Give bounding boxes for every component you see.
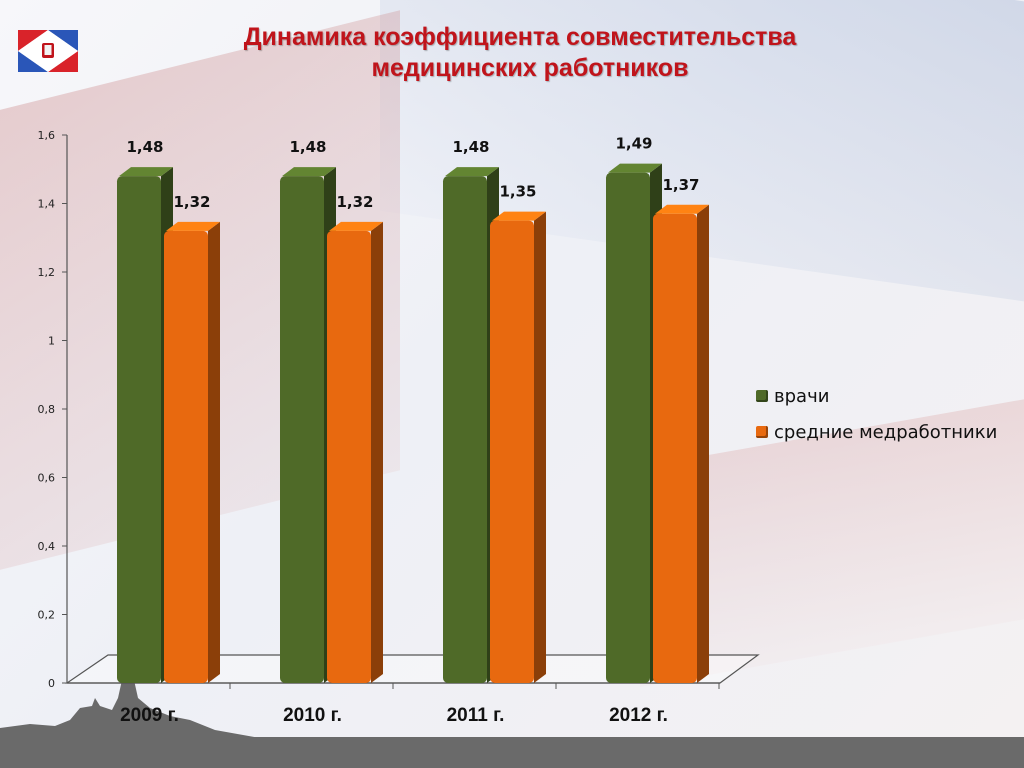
data-label: 1,32 bbox=[336, 193, 373, 211]
y-tick-label: 1,6 bbox=[38, 129, 56, 142]
y-tick-label: 0,8 bbox=[38, 403, 56, 416]
bar-nurses-top bbox=[329, 221, 383, 231]
bar-nurses-top bbox=[655, 204, 709, 214]
title-line-1: Динамика коэффициента совместительства bbox=[243, 23, 797, 51]
bar-nurses-side bbox=[697, 204, 709, 683]
slide-title: Динамика коэффициента совместительства м… bbox=[160, 22, 880, 84]
bar-doctors bbox=[280, 176, 324, 683]
data-label: 1,35 bbox=[499, 183, 536, 201]
legend-label-nurses: средние медработники bbox=[774, 421, 998, 443]
bar-nurses-top bbox=[492, 211, 546, 221]
bar-doctors-top bbox=[608, 163, 662, 173]
data-label: 1,37 bbox=[662, 176, 699, 194]
bar-doctors bbox=[443, 176, 487, 683]
legend-swatch-doctors bbox=[756, 390, 768, 402]
bar-nurses bbox=[164, 230, 208, 683]
bar-nurses bbox=[653, 213, 697, 683]
bar-nurses-side bbox=[534, 211, 546, 683]
data-label: 1,49 bbox=[615, 135, 652, 153]
y-tick-label: 0,4 bbox=[38, 540, 56, 553]
legend-label-doctors: врачи bbox=[774, 385, 830, 407]
bar-nurses bbox=[490, 220, 534, 683]
x-category-label: 2009 г. bbox=[120, 705, 179, 726]
y-tick-label: 1,2 bbox=[38, 266, 56, 279]
bar-nurses bbox=[327, 230, 371, 683]
flag-emblem-icon bbox=[18, 30, 78, 72]
title-line-2: медицинских работников bbox=[371, 54, 689, 82]
bar-doctors-top bbox=[445, 167, 499, 177]
y-tick-label: 0,2 bbox=[38, 609, 56, 622]
y-tick-label: 1 bbox=[48, 335, 55, 348]
bar-nurses-top bbox=[166, 221, 220, 231]
bar-doctors bbox=[606, 172, 650, 684]
bar-doctors bbox=[117, 176, 161, 683]
x-category-label: 2012 г. bbox=[609, 705, 668, 726]
legend-swatch-nurses bbox=[756, 426, 768, 438]
bar-doctors-top bbox=[119, 167, 173, 177]
legend-item-nurses: средние медработники bbox=[756, 417, 997, 447]
y-tick-label: 0 bbox=[48, 677, 55, 690]
legend-item-doctors: врачи bbox=[756, 381, 997, 411]
data-label: 1,48 bbox=[452, 138, 489, 156]
bottom-band bbox=[0, 737, 1024, 768]
data-label: 1,48 bbox=[289, 138, 326, 156]
x-category-label: 2010 г. bbox=[283, 705, 342, 726]
data-label: 1,48 bbox=[126, 138, 163, 156]
y-tick-label: 0,6 bbox=[38, 472, 56, 485]
x-category-label: 2011 г. bbox=[447, 705, 505, 726]
city-skyline-silhouette bbox=[0, 676, 260, 738]
chart-legend: врачи средние медработники bbox=[756, 381, 997, 453]
y-tick-label: 1,4 bbox=[38, 198, 56, 211]
bar-doctors-top bbox=[282, 167, 336, 177]
bar-nurses-side bbox=[371, 221, 383, 683]
bar-nurses-side bbox=[208, 221, 220, 683]
data-label: 1,32 bbox=[173, 193, 210, 211]
